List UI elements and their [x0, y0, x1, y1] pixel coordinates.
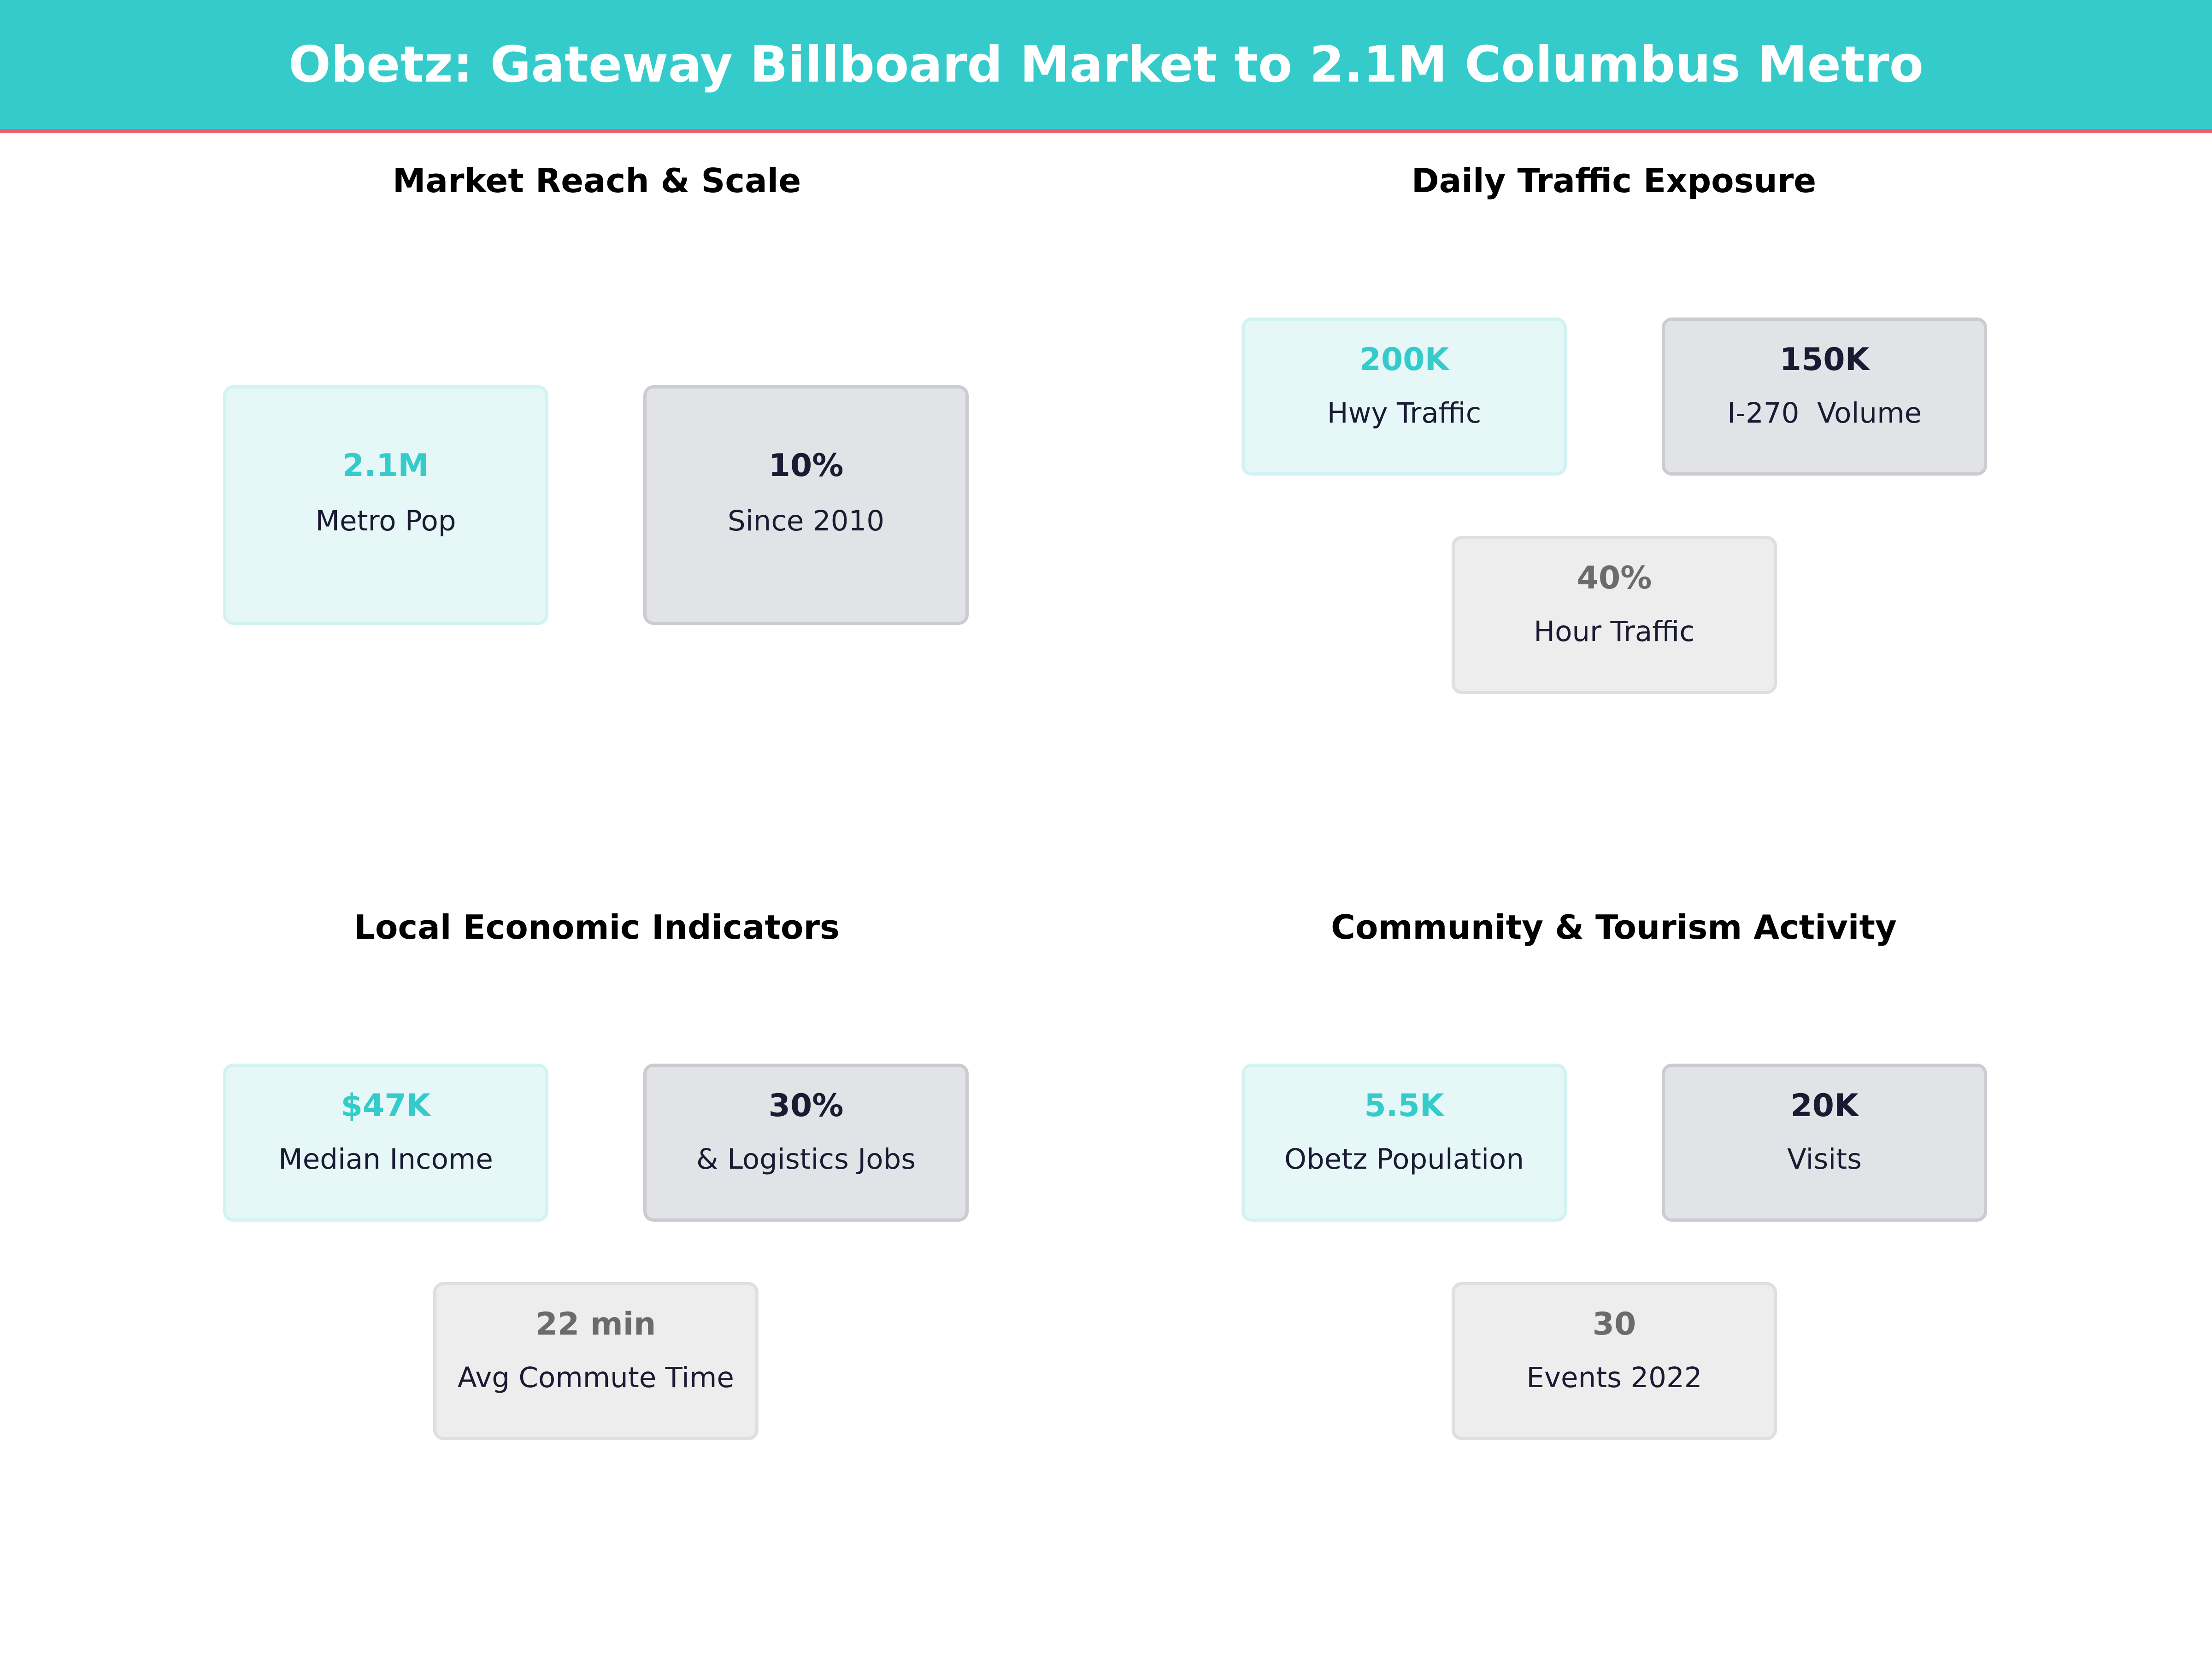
- metric-label: I-270 Volume: [1727, 397, 1922, 429]
- metric-value: 22 min: [535, 1306, 656, 1342]
- metric-label: Since 2010: [727, 505, 885, 537]
- metric-card-median-income: $47K Median Income: [223, 1064, 548, 1222]
- section-title-daily-traffic: Daily Traffic Exposure: [1411, 161, 1817, 200]
- metric-card-hour-traffic: 40% Hour Traffic: [1452, 536, 1777, 694]
- metric-value: 30%: [768, 1088, 844, 1124]
- metric-card-obetz-population: 5.5K Obetz Population: [1241, 1064, 1567, 1222]
- metric-label: Hour Traffic: [1534, 615, 1695, 648]
- metric-label: Obetz Population: [1284, 1143, 1524, 1176]
- metric-card-hwy-traffic: 200K Hwy Traffic: [1241, 318, 1567, 476]
- section-title-market-reach: Market Reach & Scale: [392, 161, 801, 200]
- metric-card-events: 30 Events 2022: [1452, 1282, 1777, 1440]
- section-title-economic: Local Economic Indicators: [354, 908, 840, 947]
- metric-value: $47K: [341, 1088, 431, 1124]
- metric-label: Hwy Traffic: [1327, 397, 1482, 429]
- metric-value: 2.1M: [342, 447, 429, 484]
- metric-label: Metro Pop: [315, 505, 456, 537]
- metric-card-visits: 20K Visits: [1662, 1064, 1987, 1222]
- metric-label: Avg Commute Time: [458, 1361, 734, 1394]
- metric-value: 10%: [768, 447, 844, 484]
- metric-card-growth: 10% Since 2010: [643, 385, 969, 625]
- metric-value: 40%: [1577, 560, 1652, 596]
- metric-label: & Logistics Jobs: [696, 1143, 916, 1176]
- metric-card-commute-time: 22 min Avg Commute Time: [433, 1282, 759, 1440]
- metric-card-i270-volume: 150K I-270 Volume: [1662, 318, 1987, 476]
- metric-label: Visits: [1787, 1143, 1862, 1176]
- header-banner: Obetz: Gateway Billboard Market to 2.1M …: [0, 0, 2212, 133]
- metric-card-logistics-jobs: 30% & Logistics Jobs: [643, 1064, 969, 1222]
- metric-label: Events 2022: [1526, 1361, 1702, 1394]
- metric-label: Median Income: [278, 1143, 493, 1176]
- metric-value: 150K: [1779, 341, 1870, 378]
- metric-value: 20K: [1790, 1088, 1859, 1124]
- page-title: Obetz: Gateway Billboard Market to 2.1M …: [288, 35, 1924, 94]
- section-title-community: Community & Tourism Activity: [1331, 908, 1897, 947]
- metric-value: 30: [1592, 1306, 1636, 1342]
- metric-value: 200K: [1359, 341, 1449, 378]
- metric-value: 5.5K: [1364, 1088, 1444, 1124]
- metric-card-metro-pop: 2.1M Metro Pop: [223, 385, 548, 625]
